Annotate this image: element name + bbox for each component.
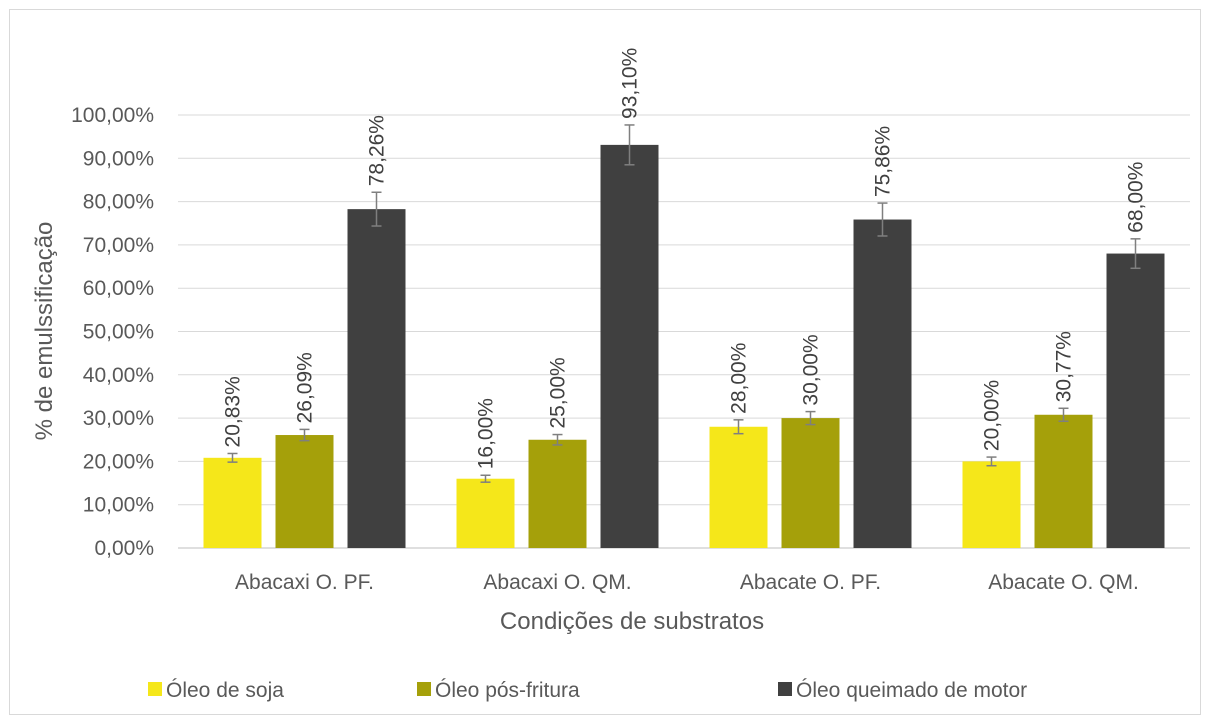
data-label: 30,00% xyxy=(800,334,823,405)
y-tick-label: 10,00% xyxy=(83,494,154,517)
y-tick-label: 50,00% xyxy=(83,321,154,344)
data-label: 20,83% xyxy=(222,376,245,447)
y-tick-label: 90,00% xyxy=(83,147,154,170)
x-tick-label: Abacaxi O. PF. xyxy=(235,571,374,594)
y-tick-label: 60,00% xyxy=(83,277,154,300)
legend-label: Óleo de soja xyxy=(166,679,284,702)
bar xyxy=(853,219,912,549)
y-tick-label: 20,00% xyxy=(83,450,154,473)
legend-swatch xyxy=(148,682,162,696)
x-tick-label: Abacate O. PF. xyxy=(740,571,881,594)
data-label: 28,00% xyxy=(728,343,751,414)
bar xyxy=(1034,414,1093,548)
y-axis-title: % de emulssificação xyxy=(31,222,58,441)
y-tick-label: 70,00% xyxy=(83,234,154,257)
x-tick-label: Abacate O. QM. xyxy=(988,571,1139,594)
bar xyxy=(709,426,768,548)
legend-label: Óleo pós-fritura xyxy=(435,679,580,702)
y-tick-label: 40,00% xyxy=(83,364,154,387)
y-tick-label: 0,00% xyxy=(94,537,154,560)
bar xyxy=(203,457,262,548)
data-label: 20,00% xyxy=(981,380,1004,451)
bar xyxy=(962,461,1021,548)
x-tick-label: Abacaxi O. QM. xyxy=(483,571,631,594)
data-label: 78,26% xyxy=(366,115,389,186)
data-label: 93,10% xyxy=(619,48,642,119)
data-label: 25,00% xyxy=(547,357,570,428)
data-label: 30,77% xyxy=(1053,331,1076,402)
y-tick-label: 100,00% xyxy=(71,104,154,127)
data-label: 75,86% xyxy=(872,126,895,197)
data-label: 16,00% xyxy=(475,398,498,469)
chart-frame xyxy=(9,9,1201,715)
bar xyxy=(1106,253,1165,548)
bar xyxy=(456,478,515,548)
y-tick-label: 30,00% xyxy=(83,407,154,430)
x-axis-title: Condições de substratos xyxy=(500,608,764,635)
legend-label: Óleo queimado de motor xyxy=(796,679,1027,702)
legend-swatch xyxy=(778,682,792,696)
data-label: 26,09% xyxy=(294,352,317,423)
bar xyxy=(781,418,840,548)
bar xyxy=(600,144,659,548)
bar xyxy=(275,435,334,548)
legend-swatch xyxy=(417,682,431,696)
bar xyxy=(528,439,587,548)
y-tick-label: 80,00% xyxy=(83,191,154,214)
bar xyxy=(347,209,406,548)
data-label: 68,00% xyxy=(1125,162,1148,233)
